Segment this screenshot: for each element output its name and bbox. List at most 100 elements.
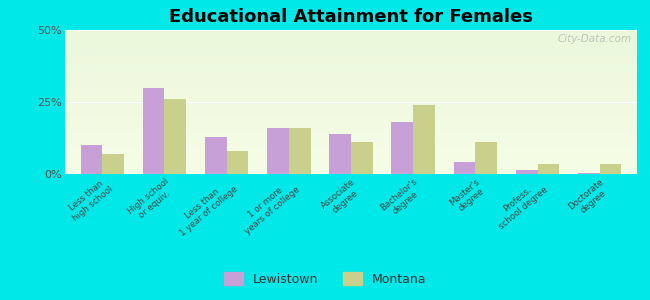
Bar — [205, 136, 227, 174]
Bar — [413, 105, 435, 174]
Title: Educational Attainment for Females: Educational Attainment for Females — [169, 8, 533, 26]
Bar — [578, 172, 600, 174]
Bar — [65, 77, 637, 79]
Bar — [65, 82, 637, 83]
Bar — [65, 111, 637, 112]
Bar — [65, 89, 637, 91]
Bar — [65, 95, 637, 96]
Bar — [475, 142, 497, 174]
Bar — [65, 72, 637, 73]
Bar — [65, 154, 637, 155]
Bar — [65, 59, 637, 60]
Bar — [65, 98, 637, 99]
Bar — [65, 60, 637, 62]
Bar — [65, 85, 637, 86]
Bar — [330, 134, 351, 174]
Bar — [65, 132, 637, 134]
Bar — [65, 73, 637, 75]
Bar — [65, 164, 637, 165]
Bar — [65, 36, 637, 37]
Bar — [65, 93, 637, 95]
Bar — [81, 145, 102, 174]
Bar — [65, 63, 637, 64]
Bar — [65, 69, 637, 70]
Bar — [65, 30, 637, 31]
Bar — [65, 70, 637, 72]
Bar — [65, 118, 637, 119]
Bar — [65, 91, 637, 92]
Bar — [65, 33, 637, 34]
Bar — [65, 155, 637, 157]
Bar — [65, 140, 637, 141]
Bar — [65, 157, 637, 158]
Bar — [227, 151, 248, 174]
Bar — [143, 88, 164, 174]
Bar — [65, 43, 637, 44]
Bar — [65, 163, 637, 164]
Text: City-Data.com: City-Data.com — [557, 34, 631, 44]
Bar — [65, 57, 637, 59]
Bar — [65, 142, 637, 144]
Legend: Lewistown, Montana: Lewistown, Montana — [219, 267, 431, 291]
Bar — [65, 53, 637, 55]
Bar — [65, 113, 637, 115]
Bar — [65, 115, 637, 116]
Bar — [65, 62, 637, 63]
Bar — [391, 122, 413, 174]
Bar — [65, 39, 637, 40]
Bar — [65, 171, 637, 172]
Bar — [65, 102, 637, 104]
Bar — [65, 116, 637, 118]
Bar — [65, 66, 637, 68]
Bar — [65, 68, 637, 69]
Bar — [65, 86, 637, 88]
Bar — [65, 80, 637, 82]
Bar — [65, 121, 637, 122]
Bar — [164, 99, 187, 174]
Bar — [65, 40, 637, 41]
Bar — [65, 96, 637, 98]
Bar — [65, 125, 637, 127]
Bar — [65, 32, 637, 33]
Bar — [65, 99, 637, 100]
Bar — [65, 170, 637, 171]
Bar — [289, 128, 311, 174]
Bar — [515, 170, 538, 174]
Bar — [65, 167, 637, 168]
Bar — [65, 46, 637, 47]
Bar — [65, 138, 637, 140]
Bar — [65, 152, 637, 154]
Bar — [65, 50, 637, 52]
Bar — [65, 136, 637, 138]
Bar — [65, 64, 637, 66]
Bar — [351, 142, 372, 174]
Bar — [65, 135, 637, 136]
Bar — [65, 47, 637, 49]
Bar — [65, 172, 637, 174]
Bar — [65, 103, 637, 105]
Bar — [600, 164, 621, 174]
Bar — [65, 149, 637, 151]
Bar — [65, 79, 637, 80]
Bar — [65, 127, 637, 128]
Bar — [65, 76, 637, 77]
Bar — [65, 119, 637, 121]
Bar — [65, 147, 637, 148]
Bar — [65, 129, 637, 131]
Bar — [65, 165, 637, 167]
Bar — [65, 108, 637, 109]
Bar — [102, 154, 124, 174]
Bar — [65, 109, 637, 111]
Bar — [65, 128, 637, 129]
Bar — [65, 55, 637, 56]
Bar — [65, 75, 637, 76]
Bar — [538, 164, 559, 174]
Bar — [65, 148, 637, 149]
Bar — [65, 160, 637, 161]
Bar — [65, 161, 637, 163]
Bar — [65, 144, 637, 145]
Bar — [65, 88, 637, 89]
Bar — [65, 56, 637, 57]
Bar — [65, 106, 637, 108]
Bar — [65, 49, 637, 50]
